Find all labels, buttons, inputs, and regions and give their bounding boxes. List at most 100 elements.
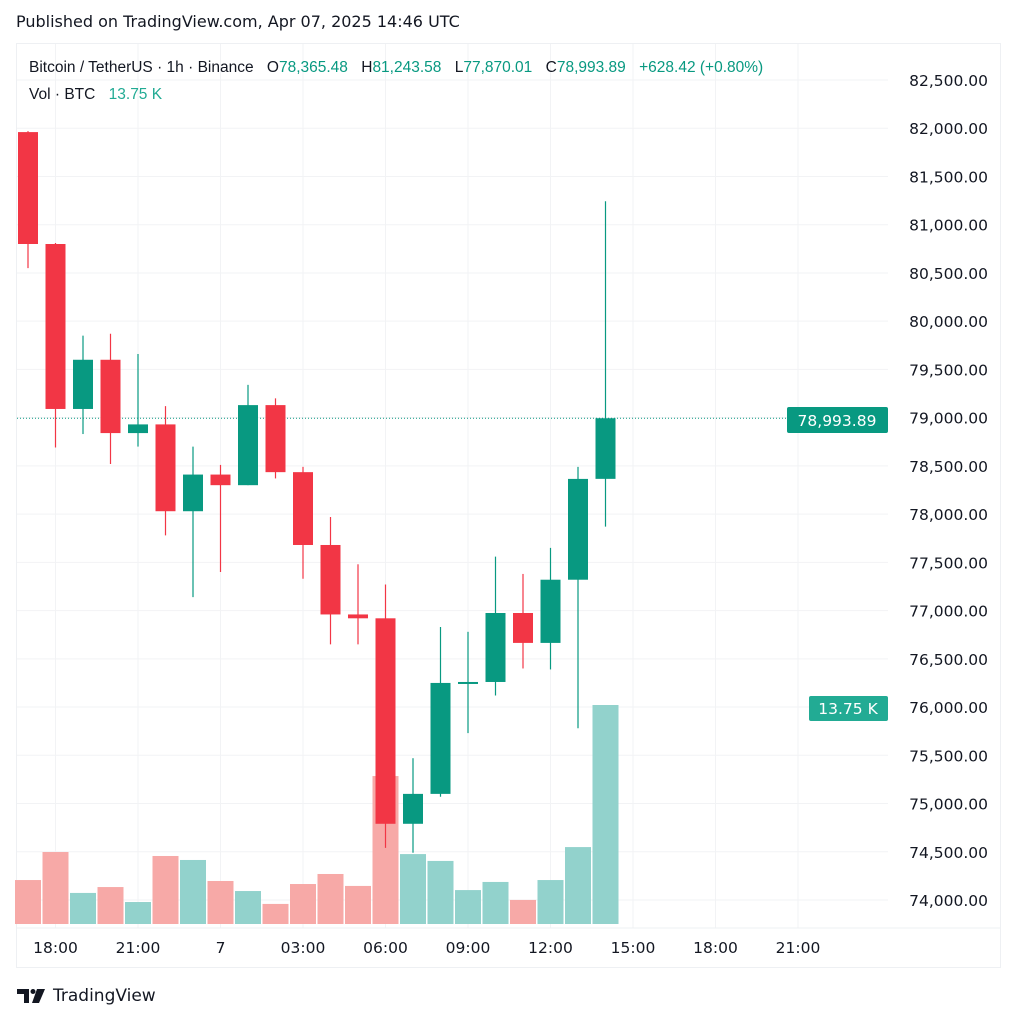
candle-body <box>293 472 313 545</box>
price-tick-label: 80,000.00 <box>909 313 988 331</box>
candle-body <box>238 405 258 486</box>
low-value: 77,870.01 <box>463 59 533 76</box>
price-tick-label: 76,000.00 <box>909 699 988 717</box>
open-value: 78,365.48 <box>278 59 348 76</box>
candle <box>100 333 121 464</box>
candle-body <box>45 244 66 409</box>
candle <box>348 564 368 645</box>
volume-bar <box>15 880 41 924</box>
time-tick-label: 21:00 <box>776 939 821 957</box>
price-tick-label: 77,000.00 <box>909 603 988 621</box>
price-tick-label: 75,000.00 <box>909 796 988 814</box>
last-price-badge-text: 78,993.89 <box>798 412 877 430</box>
price-tick-label: 81,500.00 <box>909 168 988 186</box>
price-tick-label: 74,000.00 <box>909 892 988 910</box>
candle-body <box>568 478 588 580</box>
price-tick-label: 82,000.00 <box>909 120 988 138</box>
candle <box>183 446 203 598</box>
candle <box>403 758 423 853</box>
volume-bar <box>565 847 591 924</box>
volume-bars <box>15 705 619 924</box>
volume-bar <box>400 854 426 924</box>
candle-body <box>265 405 286 473</box>
legend: Bitcoin / TetherUS · 1h · Binance O78,36… <box>29 58 763 112</box>
volume-badge <box>809 696 888 721</box>
volume-bar <box>152 855 179 924</box>
tradingview-logo-icon <box>17 989 45 1003</box>
volume-bar <box>290 884 316 924</box>
ohlc-row: Bitcoin / TetherUS · 1h · Binance O78,36… <box>29 58 763 85</box>
candles <box>18 131 616 853</box>
candle-body <box>128 424 148 434</box>
volume-bar <box>482 881 509 924</box>
time-tick-label: 15:00 <box>611 939 656 957</box>
volume-bar <box>70 892 96 924</box>
volume-bar <box>42 852 69 924</box>
time-tick-label: 18:00 <box>693 939 738 957</box>
tradingview-logo[interactable]: TradingView <box>17 986 156 1006</box>
candle-body <box>348 614 368 619</box>
candle <box>540 547 561 670</box>
candle <box>485 556 506 696</box>
logo-text: TradingView <box>53 986 156 1006</box>
price-tick-label: 78,500.00 <box>909 458 988 476</box>
candle-body <box>100 359 121 434</box>
candle <box>238 384 258 486</box>
high-label: H <box>361 59 373 76</box>
low-label: L <box>454 59 464 76</box>
candle-body <box>513 613 533 643</box>
candle-body <box>18 132 38 244</box>
time-tick-label: 09:00 <box>446 939 491 957</box>
volume-badge-text: 13.75 K <box>818 700 878 718</box>
time-tick-label: 7 <box>216 939 226 957</box>
price-tick-label: 79,000.00 <box>909 410 988 428</box>
candle <box>513 573 533 669</box>
candle <box>18 131 38 269</box>
candle <box>210 464 231 572</box>
volume-bar <box>180 859 206 924</box>
time-tick-label: 12:00 <box>528 939 573 957</box>
grid <box>17 44 888 928</box>
candle <box>265 398 286 479</box>
time-tick-label: 03:00 <box>281 939 326 957</box>
volume-bar <box>262 903 289 924</box>
high-value: 81,243.58 <box>372 59 442 76</box>
volume-bar <box>235 891 261 924</box>
close-value: 78,993.89 <box>556 59 626 76</box>
candle-body <box>540 579 561 643</box>
candle <box>73 335 93 435</box>
price-tick-label: 81,000.00 <box>909 217 988 235</box>
price-tick-label: 77,500.00 <box>909 554 988 572</box>
volume-bar <box>97 887 124 924</box>
candle <box>45 243 66 448</box>
candle-body <box>403 793 423 824</box>
volume-bar <box>427 860 454 924</box>
candle <box>155 406 176 536</box>
volume-bar <box>317 873 344 924</box>
close-label: C <box>545 59 557 76</box>
candle-body <box>155 424 176 512</box>
chart-frame[interactable] <box>16 43 1001 968</box>
candle <box>293 466 313 579</box>
volume-label[interactable]: Vol · BTC <box>29 86 96 103</box>
candle-body <box>458 681 478 684</box>
axis-badges: 78,993.89 13.75 K <box>787 407 888 721</box>
volume-bar <box>125 902 151 924</box>
time-axis: 18:00 21:00 7 03:00 06:00 09:00 12:00 15:00 18:0… <box>33 939 820 957</box>
candle <box>595 201 616 527</box>
candle-body <box>430 682 451 794</box>
candle-body <box>73 359 93 409</box>
price-tick-label: 79,500.00 <box>909 361 988 379</box>
price-tick-label: 75,500.00 <box>909 747 988 765</box>
time-tick-label: 06:00 <box>363 939 408 957</box>
volume-row: Vol · BTC 13.75 K <box>29 85 763 112</box>
candle <box>568 466 588 729</box>
symbol-title[interactable]: Bitcoin / TetherUS · 1h · Binance <box>29 59 254 76</box>
volume-bar <box>537 880 564 924</box>
candle-body <box>485 613 506 682</box>
price-tick-label: 78,000.00 <box>909 506 988 524</box>
candle-body <box>183 474 203 512</box>
candle-body <box>595 418 616 479</box>
change-value: +628.42 (+0.80%) <box>639 59 764 76</box>
